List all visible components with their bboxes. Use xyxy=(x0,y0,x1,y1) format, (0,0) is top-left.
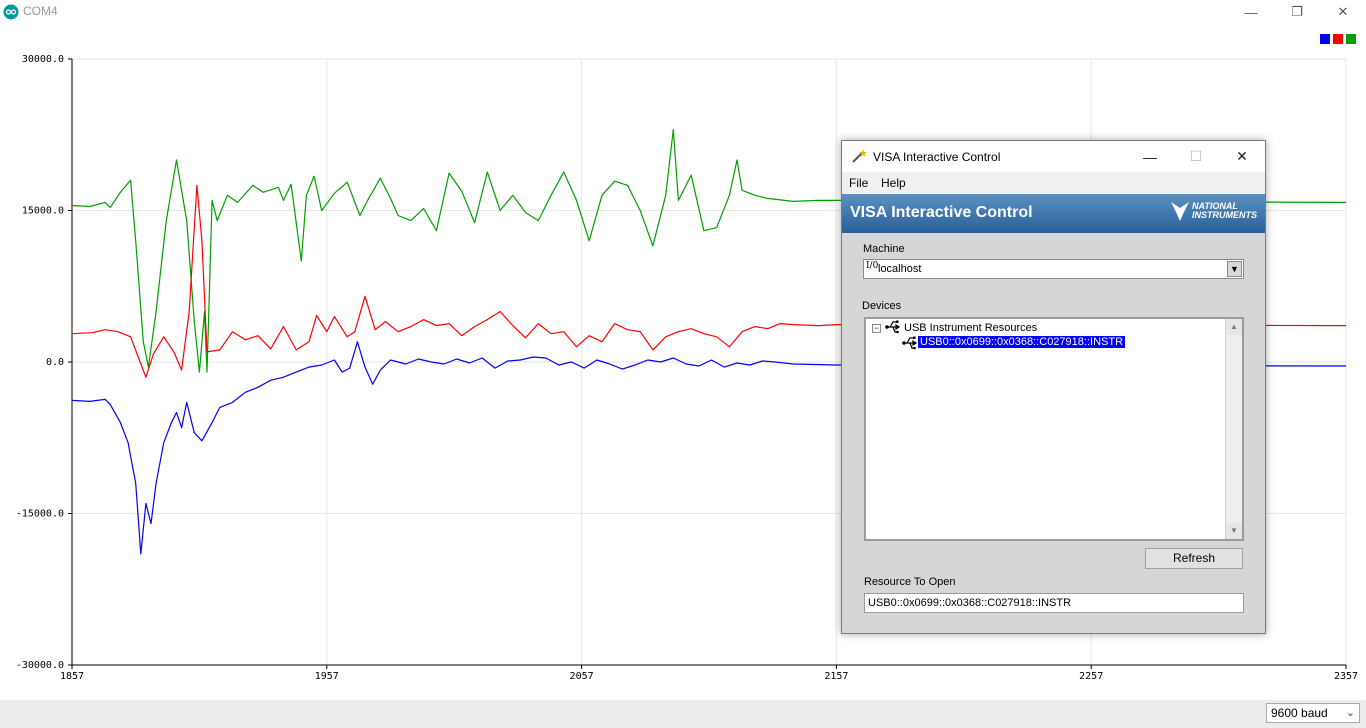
usb-icon xyxy=(902,336,918,350)
refresh-button[interactable]: Refresh xyxy=(1145,548,1243,569)
y-tick-label: -30000.0 xyxy=(16,660,64,671)
y-tick-label: 0.0 xyxy=(46,357,64,368)
tree-node-usb-resources[interactable]: USB Instrument Resources xyxy=(904,322,1038,334)
x-tick-label: 2057 xyxy=(570,671,594,682)
x-tick-label: 2257 xyxy=(1079,671,1103,682)
dialog-title-bar: VISA Interactive Control — ☐ ✕ xyxy=(842,141,1265,172)
menu-file[interactable]: File xyxy=(849,176,869,190)
x-tick-label: 1857 xyxy=(60,671,84,682)
scroll-up-icon[interactable]: ▲ xyxy=(1226,319,1242,335)
baud-rate-value: 9600 baud xyxy=(1271,706,1328,720)
legend-swatch-blue xyxy=(1320,34,1330,44)
scroll-down-icon[interactable]: ▼ xyxy=(1226,523,1242,539)
legend-swatch-red xyxy=(1333,34,1343,44)
dialog-banner: VISA Interactive Control NATIONAL INSTRU… xyxy=(842,194,1265,233)
machine-value: localhost xyxy=(878,263,922,275)
dialog-close-button[interactable]: ✕ xyxy=(1236,148,1248,164)
machine-combobox[interactable]: I/0 localhost ▼ xyxy=(863,259,1244,279)
dialog-title: VISA Interactive Control xyxy=(873,150,1001,164)
dialog-maximize-button: ☐ xyxy=(1189,148,1203,164)
ni-eagle-icon xyxy=(1171,202,1189,221)
close-button[interactable]: ✕ xyxy=(1337,4,1349,19)
devices-tree: − USB Instrument Resources USB0::0x0699:… xyxy=(864,317,1244,541)
series-line-1 xyxy=(71,184,1347,378)
x-tick-label: 2157 xyxy=(824,671,848,682)
minimize-button[interactable]: — xyxy=(1244,4,1258,20)
devices-label: Devices xyxy=(862,300,902,312)
ni-logo: NATIONAL INSTRUMENTS xyxy=(1171,201,1257,221)
x-tick-label: 2357 xyxy=(1334,671,1358,682)
series-line-0 xyxy=(71,129,1347,373)
wand-icon xyxy=(852,149,867,163)
logo-line-national: NATIONAL xyxy=(1192,201,1238,211)
usb-icon xyxy=(885,320,901,334)
series-line-2 xyxy=(71,341,1347,555)
y-tick-label: 15000.0 xyxy=(22,206,64,217)
io-icon: I/0 xyxy=(866,261,879,271)
logo-line-instruments: INSTRUMENTS xyxy=(1192,210,1257,220)
resource-input[interactable]: USB0::0x0699::0x0368::C027918::INSTR xyxy=(864,593,1244,613)
combo-dropdown-button[interactable]: ▼ xyxy=(1227,261,1242,277)
menu-bar: File Help xyxy=(842,172,1265,194)
collapse-icon[interactable]: − xyxy=(872,323,881,333)
baud-rate-select[interactable]: 9600 baud ⌄ xyxy=(1266,703,1360,723)
menu-help[interactable]: Help xyxy=(881,176,906,190)
visa-dialog: VISA Interactive Control — ☐ ✕ File Help… xyxy=(841,140,1266,634)
window-title: COM4 xyxy=(23,4,58,18)
legend-swatch-green xyxy=(1346,34,1356,44)
bottom-bar xyxy=(0,700,1366,728)
machine-label: Machine xyxy=(863,243,905,255)
y-tick-label: 30000.0 xyxy=(22,54,64,65)
dialog-minimize-button[interactable]: — xyxy=(1143,148,1157,165)
banner-title: VISA Interactive Control xyxy=(850,204,1033,221)
chevron-down-icon: ⌄ xyxy=(1345,707,1355,719)
title-bar: COM4 — ❐ ✕ xyxy=(0,0,1366,24)
restore-button[interactable]: ❐ xyxy=(1291,4,1303,19)
tree-node-instrument[interactable]: USB0::0x0699::0x0368::C027918::INSTR xyxy=(918,336,1126,348)
y-tick-label: -15000.0 xyxy=(16,509,64,520)
arduino-icon xyxy=(3,4,19,20)
resource-label: Resource To Open xyxy=(864,576,956,588)
tree-scrollbar[interactable]: ▲ ▼ xyxy=(1225,319,1242,539)
x-tick-label: 1957 xyxy=(315,671,339,682)
